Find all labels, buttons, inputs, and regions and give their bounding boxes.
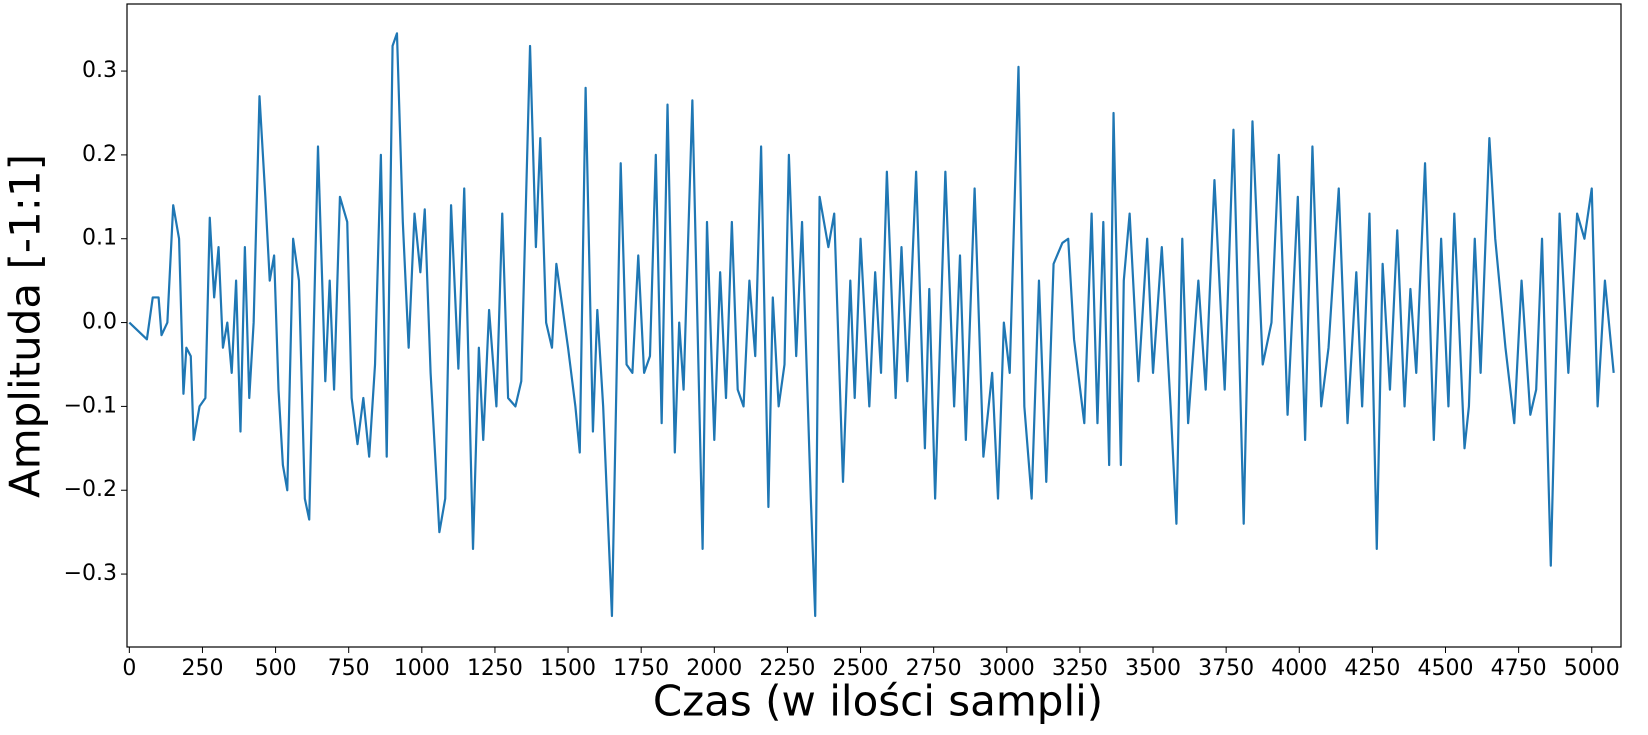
x-tick-label: 0 <box>122 656 136 681</box>
x-tick-label: 3500 <box>1125 656 1181 681</box>
x-tick-label: 1750 <box>613 656 669 681</box>
x-tick-label: 750 <box>328 656 370 681</box>
x-tick-label: 2500 <box>833 656 889 681</box>
x-axis-label: Czas (w ilości sampli) <box>653 677 1103 726</box>
x-tick-label: 4000 <box>1271 656 1327 681</box>
y-tick-label: −0.2 <box>64 477 117 502</box>
x-tick-label: 3750 <box>1198 656 1254 681</box>
y-tick-label: 0.1 <box>82 226 117 251</box>
signal-line <box>128 32 1615 618</box>
y-tick-label: −0.1 <box>64 393 117 418</box>
x-tick-label: 2250 <box>759 656 815 681</box>
x-tick-label: 500 <box>255 656 297 681</box>
x-tick-label: 2750 <box>906 656 962 681</box>
x-tick-label: 1500 <box>540 656 596 681</box>
x-tick-label: 4250 <box>1344 656 1400 681</box>
y-axis-label: Amplituda [-1:1] <box>1 154 50 498</box>
y-tick-label: 0.3 <box>82 58 117 83</box>
x-tick-label: 250 <box>181 656 223 681</box>
x-tick-label: 5000 <box>1564 656 1620 681</box>
y-tick-label: −0.3 <box>64 561 117 586</box>
x-tick-label: 3000 <box>979 656 1035 681</box>
y-tick-label: 0.2 <box>82 142 117 167</box>
plot-frame <box>126 3 1622 648</box>
y-tick-label: 0.0 <box>82 310 117 335</box>
x-tick-label: 3250 <box>1052 656 1108 681</box>
x-tick-label: 4750 <box>1491 656 1547 681</box>
x-tick-label: 4500 <box>1418 656 1474 681</box>
x-tick-label: 1000 <box>394 656 450 681</box>
x-tick-label: 1250 <box>467 656 523 681</box>
x-tick-label: 2000 <box>686 656 742 681</box>
